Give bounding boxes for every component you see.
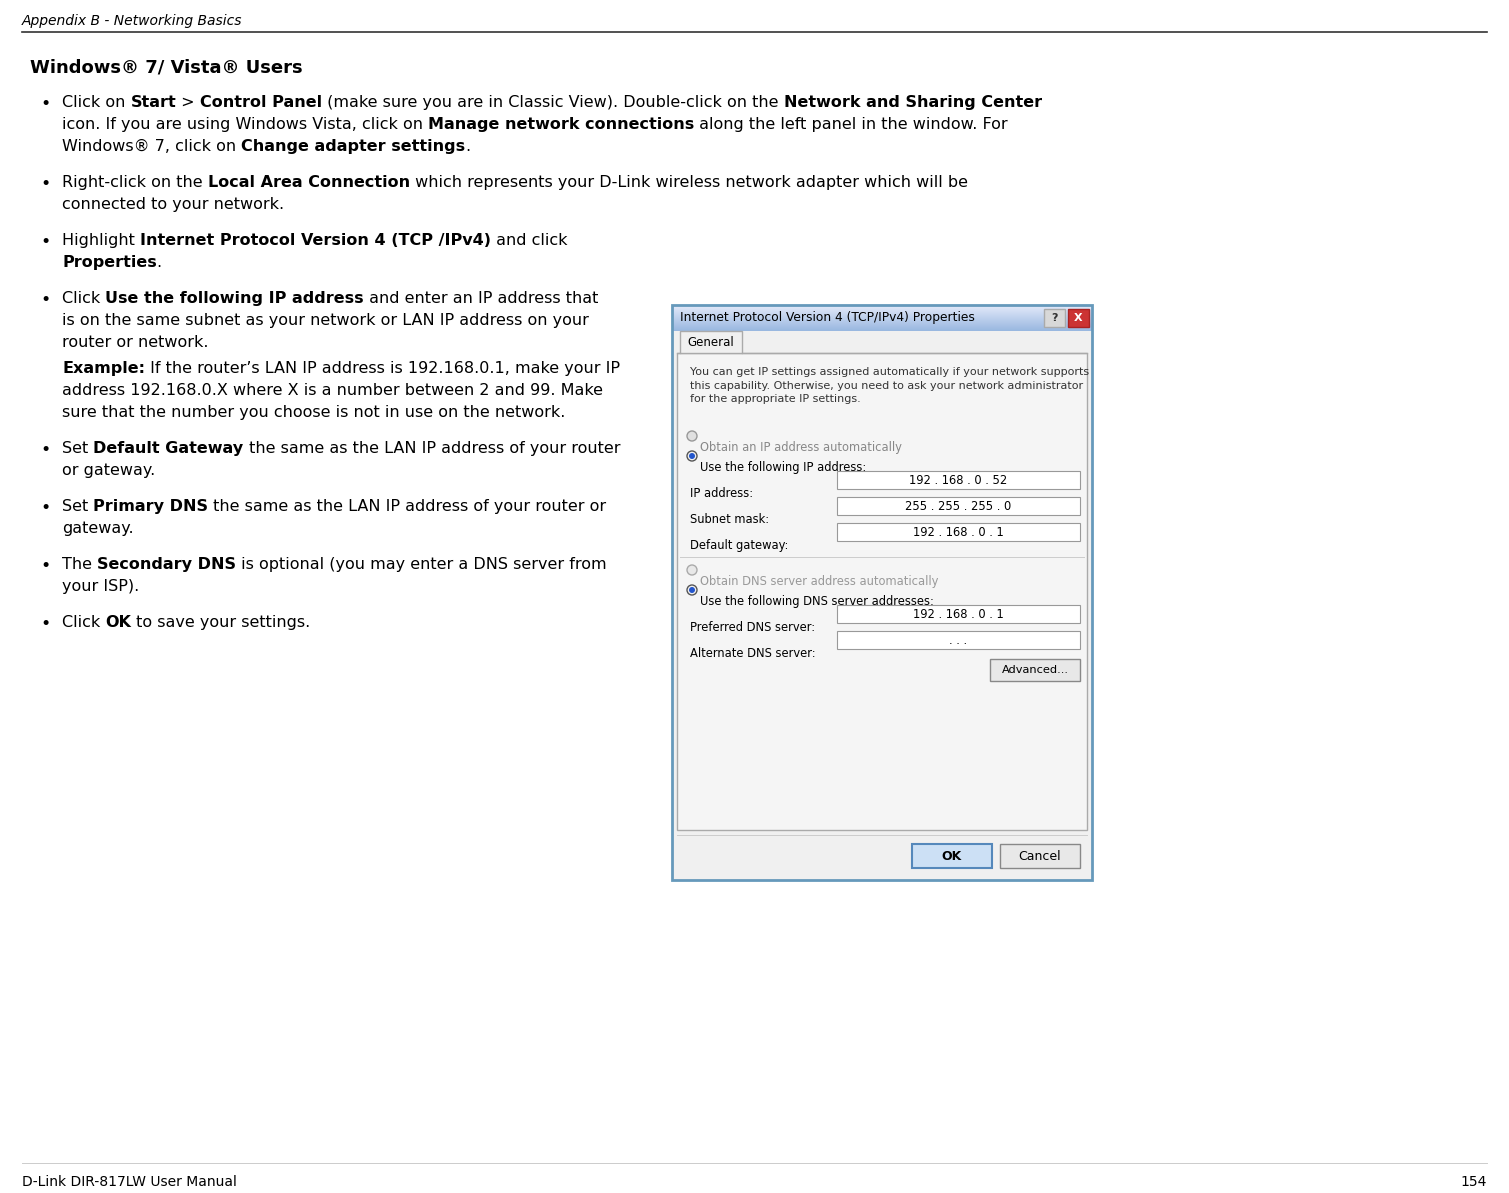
Bar xyxy=(837,497,1080,515)
Text: 192 . 168 . 0 . 1: 192 . 168 . 0 . 1 xyxy=(913,607,1003,620)
Text: Internet Protocol Version 4 (TCP /IPv4): Internet Protocol Version 4 (TCP /IPv4) xyxy=(140,233,490,248)
Text: .: . xyxy=(465,140,471,154)
Circle shape xyxy=(690,453,696,459)
Bar xyxy=(837,605,1080,623)
Text: the same as the LAN IP address of your router: the same as the LAN IP address of your r… xyxy=(243,441,620,456)
Text: Windows® 7/ Vista® Users: Windows® 7/ Vista® Users xyxy=(30,58,303,76)
Text: Local Area Connection: Local Area Connection xyxy=(208,175,410,190)
Bar xyxy=(672,305,1093,880)
Text: Primary DNS: Primary DNS xyxy=(94,499,208,514)
Text: Highlight: Highlight xyxy=(62,233,140,248)
Bar xyxy=(678,353,1086,830)
Text: gateway.: gateway. xyxy=(62,521,134,536)
Text: The: The xyxy=(62,557,97,571)
Text: Change adapter settings: Change adapter settings xyxy=(241,140,465,154)
Text: address 192.168.0.X where X is a number between 2 and 99. Make: address 192.168.0.X where X is a number … xyxy=(62,383,604,398)
Circle shape xyxy=(687,585,697,595)
Text: IP address:: IP address: xyxy=(690,487,753,500)
Text: Click: Click xyxy=(62,616,106,630)
Bar xyxy=(911,843,991,869)
Text: X: X xyxy=(1074,313,1083,323)
Text: connected to your network.: connected to your network. xyxy=(62,197,284,212)
Text: You can get IP settings assigned automatically if your network supports
this cap: You can get IP settings assigned automat… xyxy=(690,367,1089,404)
Text: •: • xyxy=(41,175,50,193)
Text: Appendix B - Networking Basics: Appendix B - Networking Basics xyxy=(23,14,243,27)
Text: Advanced...: Advanced... xyxy=(1002,665,1068,675)
Text: Click: Click xyxy=(62,291,106,305)
Text: Use the following DNS server addresses:: Use the following DNS server addresses: xyxy=(700,595,934,608)
Text: 255 . 255 . 255 . 0: 255 . 255 . 255 . 0 xyxy=(905,500,1011,513)
Bar xyxy=(1044,309,1065,327)
Text: Properties: Properties xyxy=(62,255,157,270)
Text: 192 . 168 . 0 . 1: 192 . 168 . 0 . 1 xyxy=(913,525,1003,538)
Text: •: • xyxy=(41,441,50,459)
Text: Default gateway:: Default gateway: xyxy=(690,539,788,552)
Text: which represents your D-Link wireless network adapter which will be: which represents your D-Link wireless ne… xyxy=(410,175,967,190)
Text: your ISP).: your ISP). xyxy=(62,579,139,594)
Text: and enter an IP address that: and enter an IP address that xyxy=(364,291,599,305)
Text: .: . xyxy=(157,255,161,270)
Text: (make sure you are in Classic View). Double-click on the: (make sure you are in Classic View). Dou… xyxy=(321,95,783,110)
Text: >: > xyxy=(177,95,201,110)
Text: Set: Set xyxy=(62,499,94,514)
Text: . . .: . . . xyxy=(949,633,967,647)
Text: Use the following IP address:: Use the following IP address: xyxy=(700,460,866,474)
Text: •: • xyxy=(41,557,50,575)
Text: Internet Protocol Version 4 (TCP/IPv4) Properties: Internet Protocol Version 4 (TCP/IPv4) P… xyxy=(681,311,975,324)
Text: •: • xyxy=(41,233,50,251)
Circle shape xyxy=(687,451,697,460)
Text: the same as the LAN IP address of your router or: the same as the LAN IP address of your r… xyxy=(208,499,607,514)
Text: •: • xyxy=(41,291,50,309)
Circle shape xyxy=(687,565,697,575)
Text: Network and Sharing Center: Network and Sharing Center xyxy=(783,95,1041,110)
Text: to save your settings.: to save your settings. xyxy=(131,616,311,630)
Text: Start: Start xyxy=(130,95,177,110)
Bar xyxy=(681,330,742,353)
Bar xyxy=(990,659,1080,681)
Text: Subnet mask:: Subnet mask: xyxy=(690,513,770,526)
Text: •: • xyxy=(41,499,50,517)
Text: Manage network connections: Manage network connections xyxy=(429,117,694,132)
Text: Right-click on the: Right-click on the xyxy=(62,175,208,190)
Text: OK: OK xyxy=(106,616,131,630)
Text: •: • xyxy=(41,95,50,113)
Circle shape xyxy=(690,587,696,593)
Bar xyxy=(1000,843,1080,869)
Bar xyxy=(1068,309,1089,327)
Text: Use the following IP address: Use the following IP address xyxy=(106,291,364,305)
Text: and click: and click xyxy=(490,233,567,248)
Text: Obtain DNS server address automatically: Obtain DNS server address automatically xyxy=(700,575,939,588)
Text: is optional (you may enter a DNS server from: is optional (you may enter a DNS server … xyxy=(235,557,607,571)
Text: icon. If you are using Windows Vista, click on: icon. If you are using Windows Vista, cl… xyxy=(62,117,429,132)
Text: router or network.: router or network. xyxy=(62,335,208,350)
Text: along the left panel in the window. For: along the left panel in the window. For xyxy=(694,117,1008,132)
Text: Cancel: Cancel xyxy=(1019,849,1061,863)
Text: Set: Set xyxy=(62,441,94,456)
Text: Click on: Click on xyxy=(62,95,130,110)
Text: Windows® 7, click on: Windows® 7, click on xyxy=(62,140,241,154)
Text: Default Gateway: Default Gateway xyxy=(94,441,243,456)
Text: •: • xyxy=(41,616,50,633)
Text: or gateway.: or gateway. xyxy=(62,463,155,478)
Text: Example:: Example: xyxy=(62,361,145,376)
Bar xyxy=(672,330,1093,880)
Text: 154: 154 xyxy=(1461,1175,1486,1189)
Text: ?: ? xyxy=(1052,313,1058,323)
Bar xyxy=(837,471,1080,489)
Text: 192 . 168 . 0 . 52: 192 . 168 . 0 . 52 xyxy=(910,474,1008,487)
Text: Secondary DNS: Secondary DNS xyxy=(97,557,235,571)
Text: Preferred DNS server:: Preferred DNS server: xyxy=(690,622,815,633)
Text: D-Link DIR-817LW User Manual: D-Link DIR-817LW User Manual xyxy=(23,1175,237,1189)
Bar xyxy=(837,523,1080,540)
Bar xyxy=(837,631,1080,649)
Text: General: General xyxy=(688,335,735,348)
Circle shape xyxy=(687,431,697,441)
Text: If the router’s LAN IP address is 192.168.0.1, make your IP: If the router’s LAN IP address is 192.16… xyxy=(145,361,620,376)
Text: Alternate DNS server:: Alternate DNS server: xyxy=(690,647,816,660)
Text: Control Panel: Control Panel xyxy=(201,95,321,110)
Text: sure that the number you choose is not in use on the network.: sure that the number you choose is not i… xyxy=(62,404,566,420)
Text: is on the same subnet as your network or LAN IP address on your: is on the same subnet as your network or… xyxy=(62,313,589,328)
Text: OK: OK xyxy=(942,849,963,863)
Text: Obtain an IP address automatically: Obtain an IP address automatically xyxy=(700,441,902,455)
